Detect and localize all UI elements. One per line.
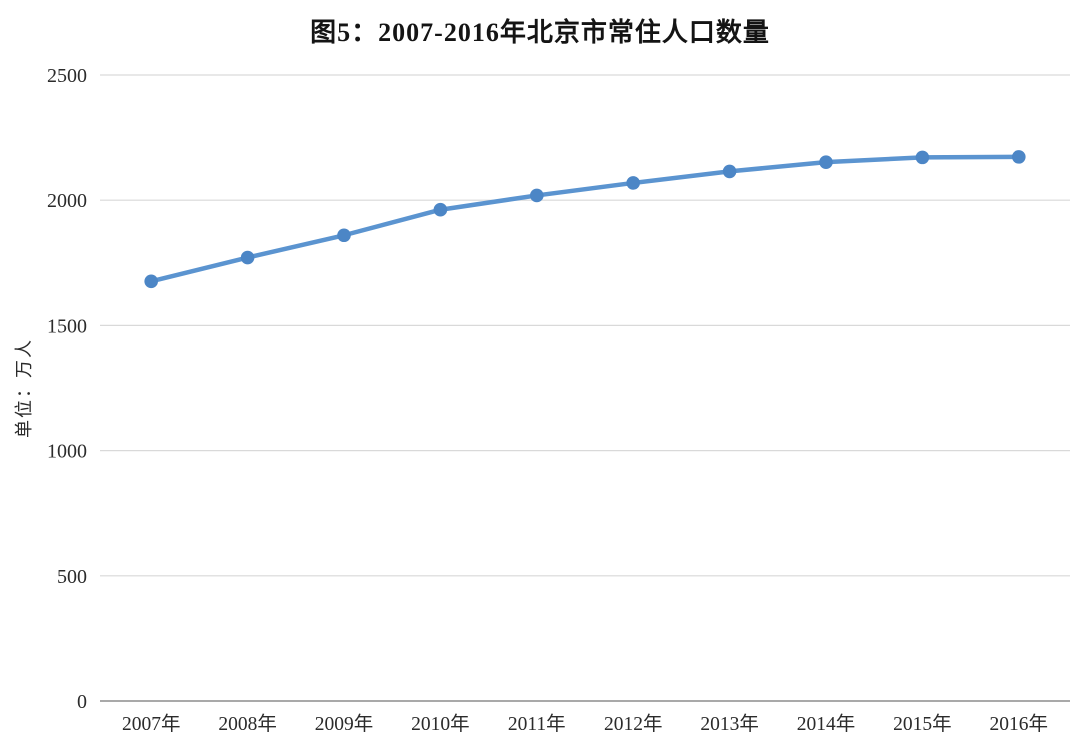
x-tick-label: 2007年	[122, 713, 181, 735]
x-tick-label: 2012年	[604, 713, 663, 735]
data-point-marker	[915, 150, 930, 165]
y-tick-label: 1000	[47, 441, 87, 463]
x-tick-label: 2008年	[218, 713, 277, 735]
x-tick-label: 2011年	[508, 713, 566, 735]
x-tick-label: 2010年	[411, 713, 470, 735]
y-tick-label: 0	[77, 691, 87, 713]
population-line	[148, 154, 1022, 284]
data-point-marker	[626, 176, 640, 190]
x-tick-label: 2009年	[315, 713, 374, 735]
data-point-marker	[337, 228, 351, 243]
data-point-marker	[433, 202, 448, 217]
y-tick-label: 1500	[47, 315, 87, 337]
data-point-marker	[819, 155, 833, 169]
data-point-marker	[240, 250, 255, 265]
data-point-marker	[1012, 150, 1026, 164]
data-point-marker	[144, 274, 158, 289]
x-tick-label: 2016年	[990, 713, 1049, 735]
x-tick-label: 2015年	[893, 713, 952, 735]
chart-title: 图5：2007-2016年北京市常住人口数量	[310, 18, 770, 47]
y-axis-title: 单位：万人	[14, 338, 34, 438]
y-tick-label: 500	[57, 566, 87, 588]
data-point-marker	[530, 188, 544, 203]
data-point-marker	[722, 164, 737, 179]
y-tick-label: 2000	[47, 190, 87, 212]
x-tick-label: 2013年	[700, 713, 759, 735]
y-tick-label: 2500	[47, 65, 87, 87]
x-tick-label: 2014年	[797, 713, 856, 735]
